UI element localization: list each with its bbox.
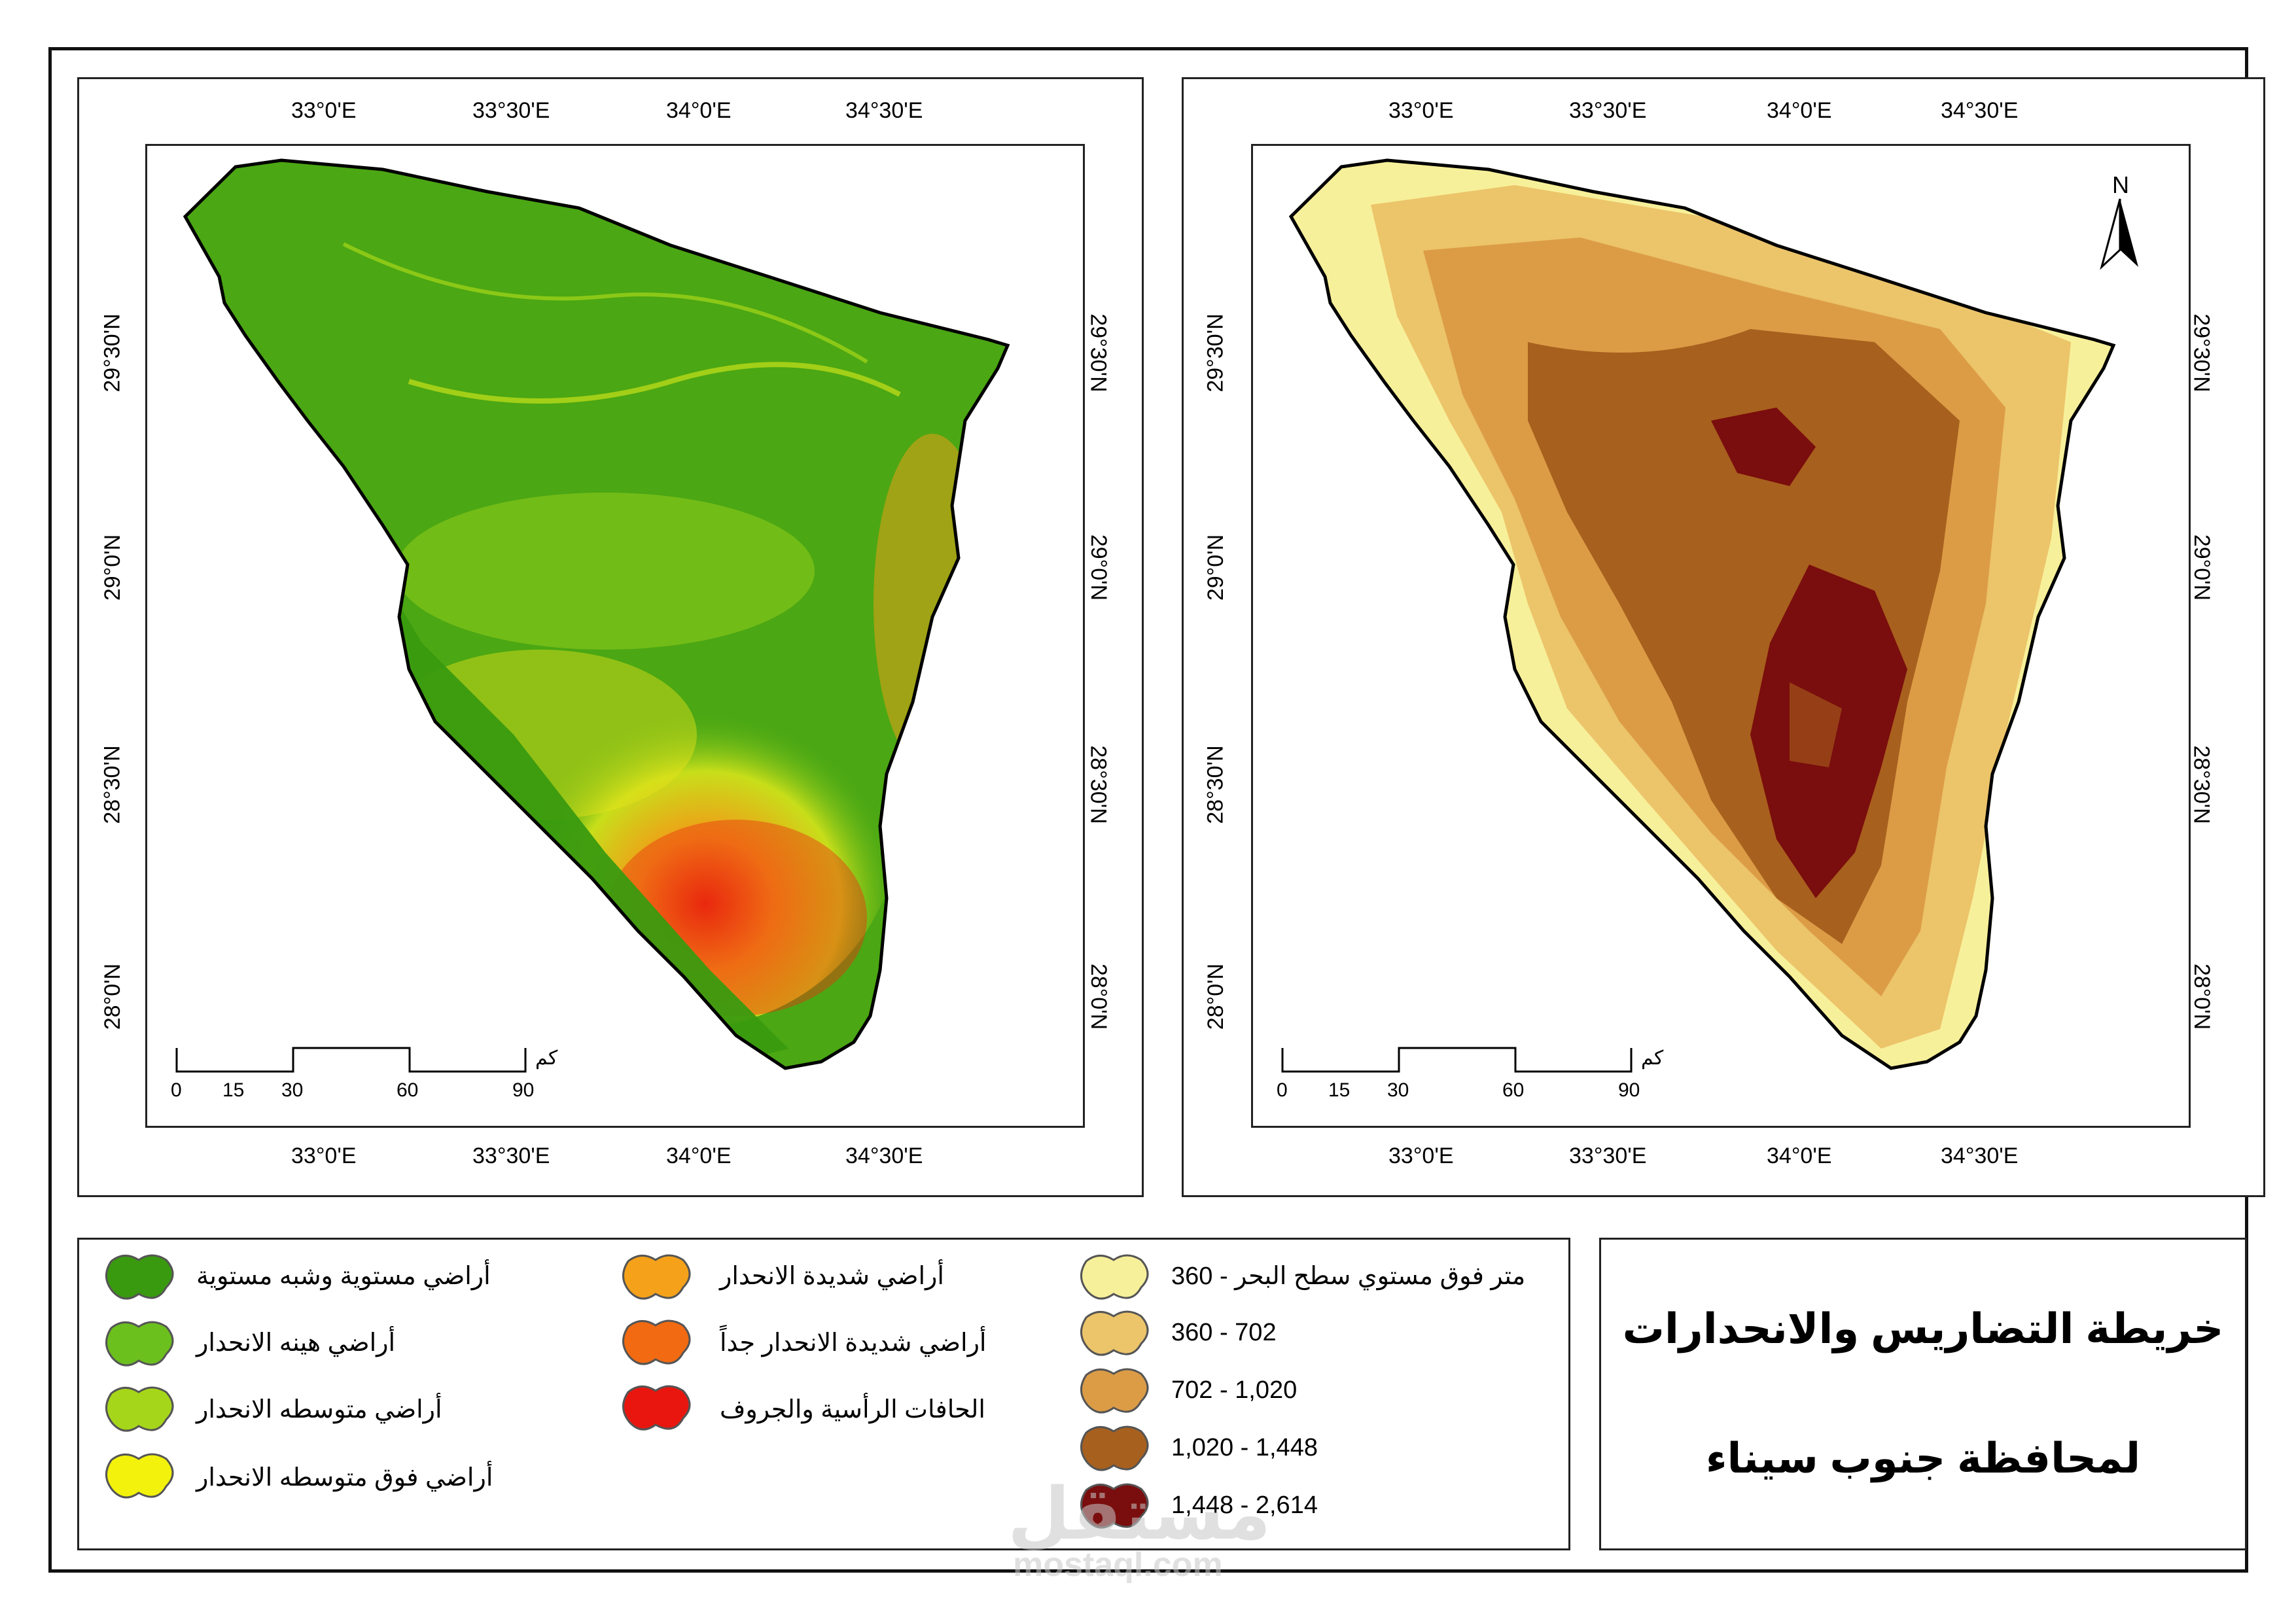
legend-label: أراضي شديدة الانحدار جداً [720,1329,987,1357]
title-panel [1599,1238,2247,1550]
map-title-line2: لمحافظة جنوب سيناء [1705,1435,2141,1482]
lat-label-right: 29°30'N [1086,313,1111,393]
lat-label-right: 29°0'N [2189,534,2215,601]
lat-label-right: 28°30'N [1086,745,1111,824]
lat-label-left: 29°0'N [100,534,126,601]
scale-label: 30 [281,1079,304,1101]
legend-swatch-elev-5 [1080,1483,1149,1529]
legend-swatch-elev-2 [1080,1310,1149,1356]
scale-bar [175,1047,527,1073]
legend-label: أراضي شديدة الانحدار [720,1263,944,1290]
lat-label-right: 28°0'N [1086,963,1112,1030]
lat-label-left: 28°30'N [1203,745,1228,824]
map-title-line1: خريطة التضاريس والانحدارات [1622,1305,2224,1352]
lon-label-bottom: 33°30'E [472,1143,550,1168]
lon-label-bottom: 33°0'E [291,1143,357,1168]
lat-label-right: 29°0'N [1086,534,1112,601]
legend-swatch-above-moderate [105,1453,174,1499]
legend-label: 1,020 - 1,448 [1171,1434,1318,1461]
legend-label: متر فوق مستوي سطح البحر - 360 [1171,1263,1526,1290]
elevation-map-frame [1251,144,2191,1128]
lat-label-left: 28°0'N [100,963,126,1030]
legend-swatch-steep [622,1254,691,1300]
legend-swatch-elev-4 [1080,1425,1149,1471]
legend-label: أراضي فوق متوسطه الانحدار [196,1464,493,1492]
elevation-map [1288,158,2116,1070]
north-label: N [2112,171,2129,198]
legend-swatch-elev-3 [1080,1368,1149,1414]
scale-label: 90 [1618,1079,1640,1101]
lon-label-bottom: 33°30'E [1569,1143,1647,1168]
lat-label-left: 28°0'N [1203,963,1229,1030]
lon-label-bottom: 34°0'E [666,1143,732,1168]
legend-label: 702 - 1,020 [1171,1376,1298,1404]
lon-label-bottom: 34°30'E [845,1143,923,1168]
legend-label: الحافات الرأسية والجروف [720,1396,985,1423]
lon-label-top: 34°0'E [1767,98,1832,123]
lon-label-top: 33°30'E [472,98,550,123]
scale-unit: كم [535,1047,558,1069]
legend-swatch-elev-1 [1080,1254,1149,1300]
legend-swatch-cliffs [622,1385,691,1431]
scale-unit: كم [1641,1047,1664,1069]
scale-label: 90 [512,1079,535,1101]
north-arrow-icon [2100,198,2138,270]
legend-swatch-gentle [105,1321,174,1367]
legend-label: 360 - 702 [1171,1319,1277,1346]
lon-label-top: 33°30'E [1569,98,1647,123]
lon-label-bottom: 34°30'E [1941,1143,2019,1168]
scale-label: 15 [1328,1079,1351,1101]
lon-label-top: 33°0'E [1388,98,1454,123]
legend-swatch-flat [105,1254,174,1300]
legend-panel [77,1238,1570,1550]
watermark-url: mostaql.com [1013,1546,1223,1584]
lon-label-top: 33°0'E [291,98,357,123]
lat-label-right: 29°30'N [2189,313,2214,393]
scale-label: 0 [171,1079,182,1101]
scale-label: 60 [397,1079,419,1101]
scale-label: 30 [1387,1079,1409,1101]
lat-label-left: 29°30'N [1203,313,1228,393]
legend-label: أراضي متوسطه الانحدار [196,1396,442,1423]
legend-label: أراضي هينه الانحدار [196,1329,396,1357]
slope-map [183,158,1010,1070]
lat-label-left: 29°0'N [1203,534,1229,601]
scale-label: 15 [222,1079,245,1101]
watermark-logo: مستقل [1008,1474,1271,1554]
lon-label-top: 34°30'E [845,98,923,123]
legend-swatch-moderate [105,1386,174,1432]
legend-label: 1,448 - 2,614 [1171,1492,1318,1519]
scale-label: 60 [1502,1079,1525,1101]
lon-label-top: 34°30'E [1941,98,2019,123]
lat-label-left: 28°30'N [99,745,125,824]
lon-label-bottom: 33°0'E [1388,1143,1454,1168]
lat-label-left: 29°30'N [99,313,125,393]
lon-label-top: 34°0'E [666,98,732,123]
slope-map-frame [145,144,1085,1128]
lat-label-right: 28°30'N [2189,745,2214,824]
lat-label-right: 28°0'N [2189,963,2215,1030]
lon-label-bottom: 34°0'E [1767,1143,1832,1168]
scale-label: 0 [1277,1079,1288,1101]
legend-swatch-very-steep [622,1319,691,1365]
scale-bar [1281,1047,1633,1073]
legend-label: أراضي مستوية وشبه مستوية [196,1263,491,1290]
